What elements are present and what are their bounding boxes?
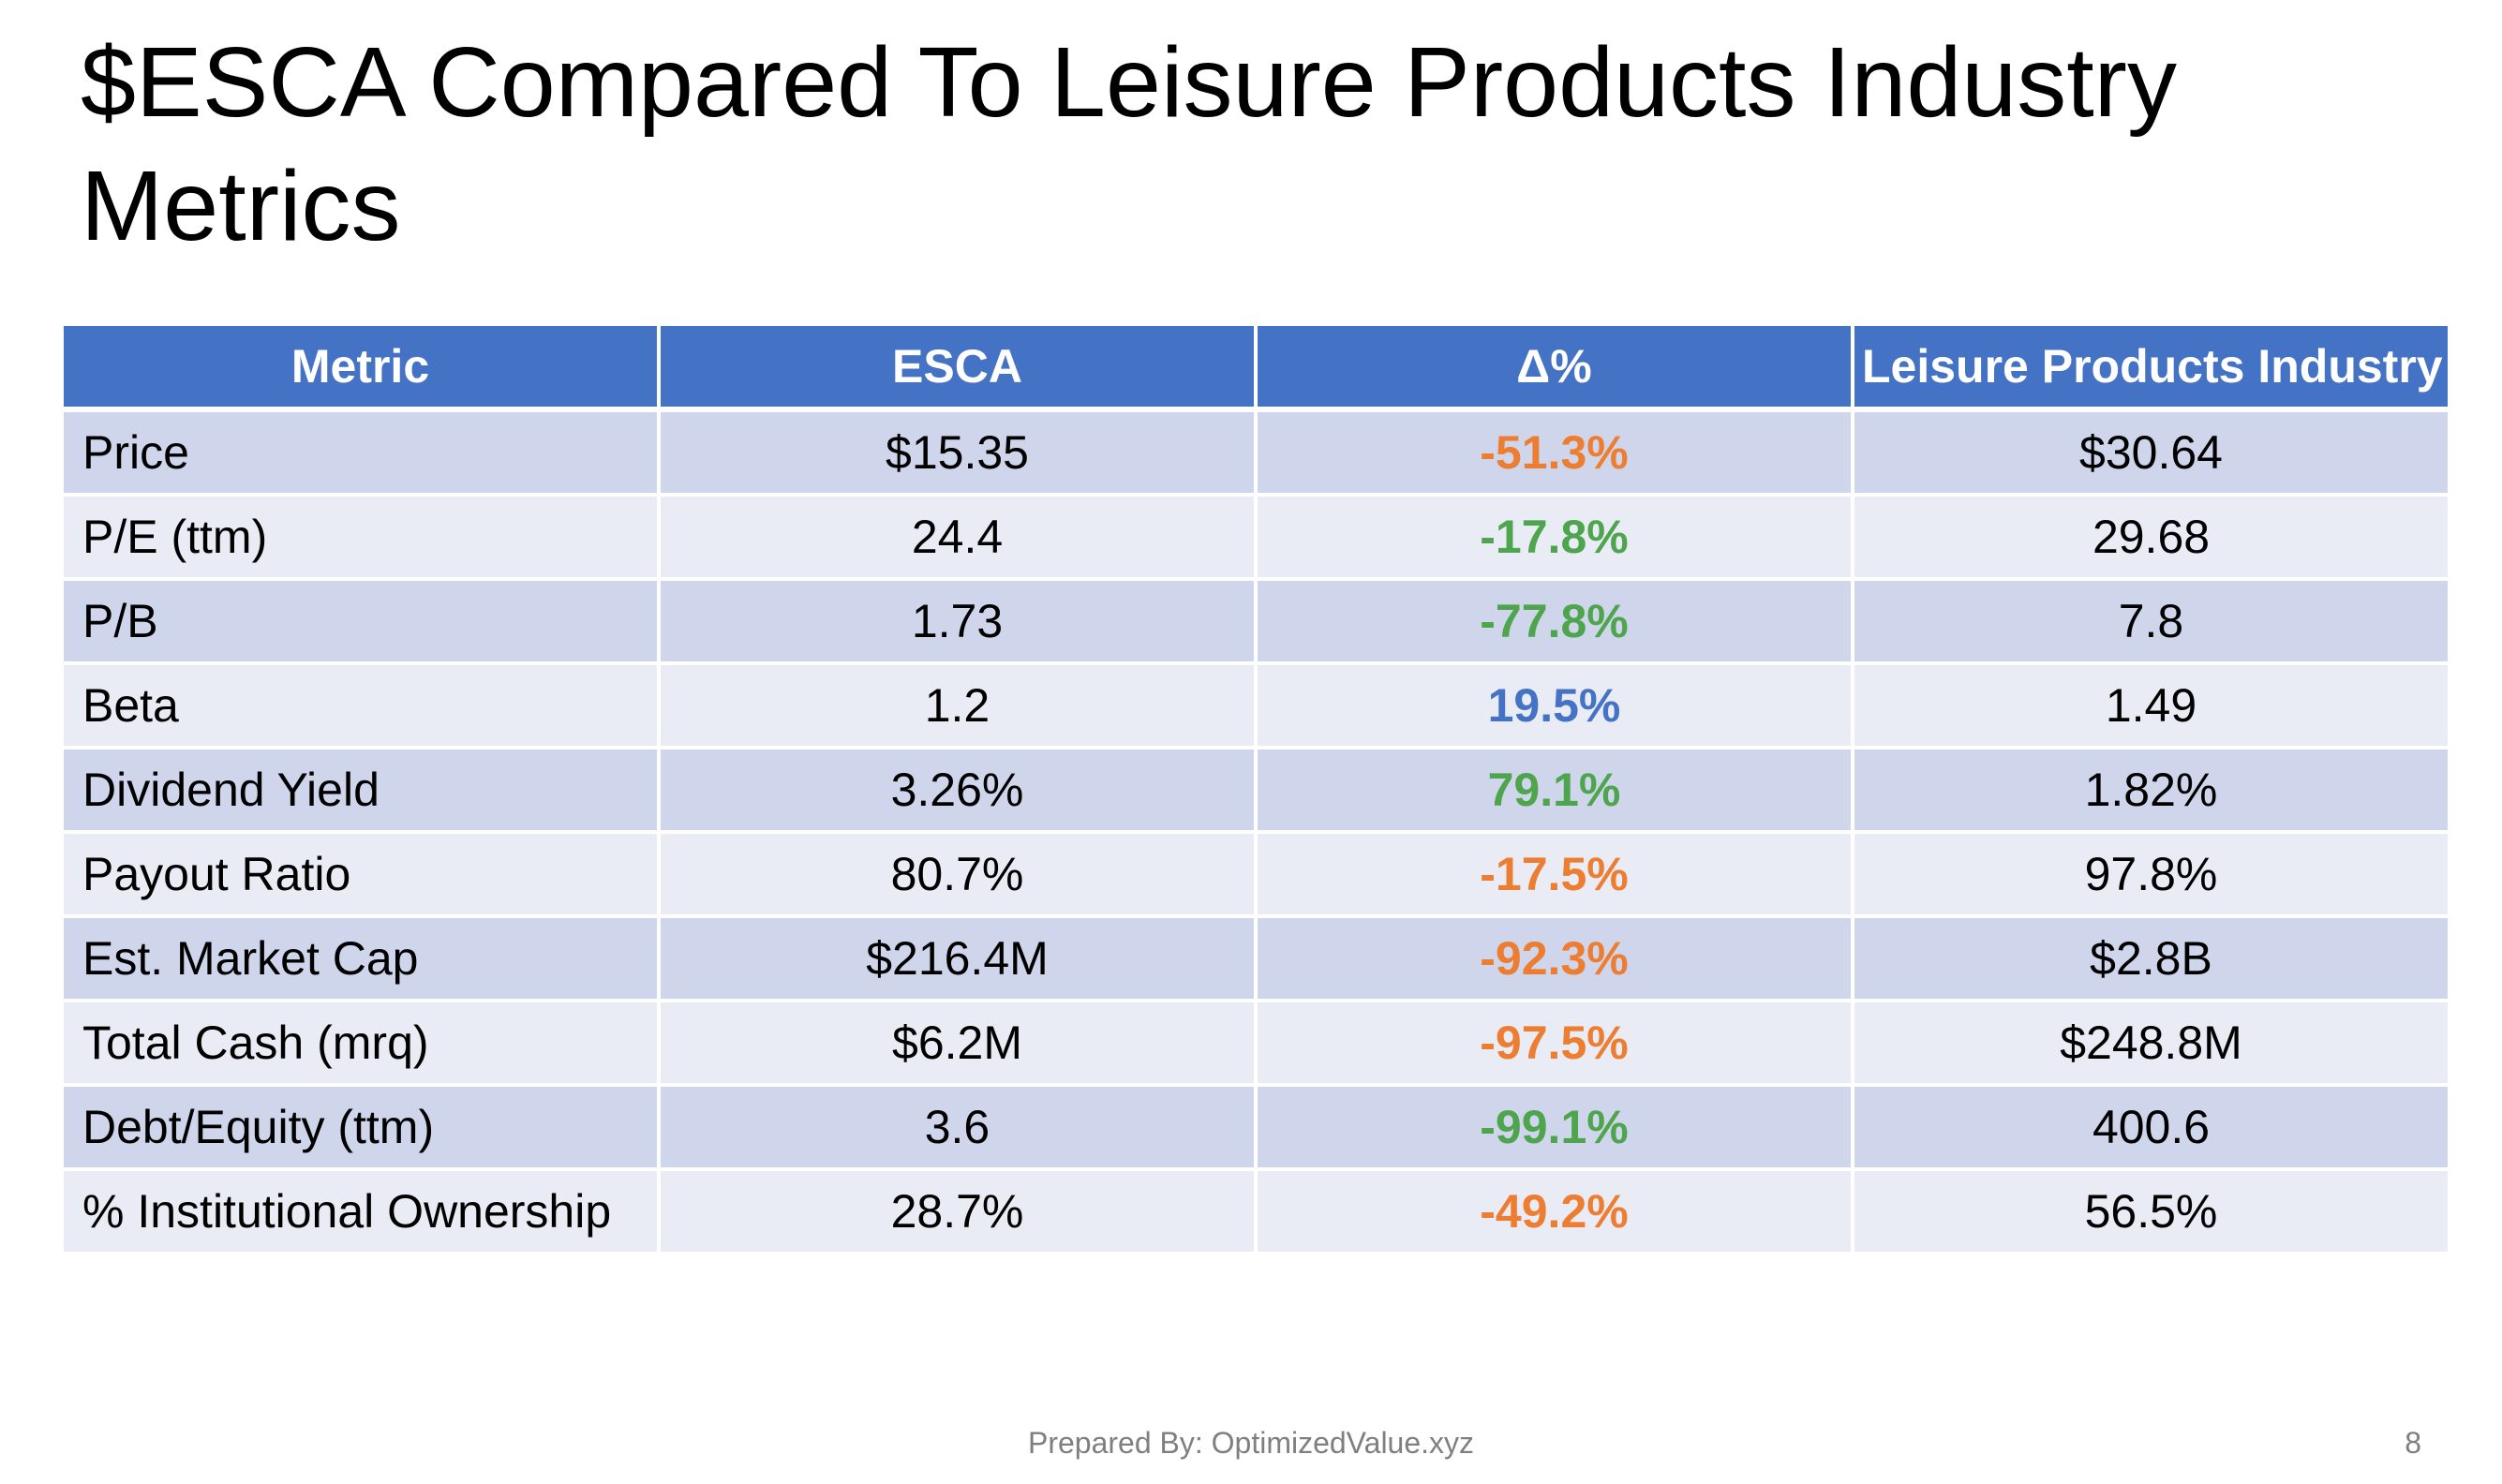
metric-name-cell: Dividend Yield	[60, 746, 661, 834]
delta-value-cell: -49.2%	[1254, 1167, 1854, 1255]
delta-value-cell: -99.1%	[1254, 1083, 1854, 1171]
industry-value-cell: $2.8B	[1851, 914, 2451, 1002]
esca-value-cell: $15.35	[657, 408, 1258, 497]
delta-value-cell: -92.3%	[1254, 914, 1854, 1002]
delta-value-cell: 19.5%	[1254, 661, 1854, 749]
metric-name-cell: Beta	[60, 661, 661, 749]
slide-title: $ESCA Compared To Leisure Products Indus…	[81, 27, 2177, 261]
table-row: Est. Market Cap $216.4M -92.3% $2.8B	[60, 914, 2451, 1002]
metric-name-cell: Price	[60, 408, 661, 497]
table-row: Total Cash (mrq) $6.2M -97.5% $248.8M	[60, 999, 2451, 1087]
metric-name-cell: P/B	[60, 577, 661, 665]
metric-name-cell: % Institutional Ownership	[60, 1167, 661, 1255]
metric-name-cell: Payout Ratio	[60, 830, 661, 918]
industry-value-cell: $248.8M	[1851, 999, 2451, 1087]
column-header-industry: Leisure Products Industry	[1851, 326, 2451, 412]
esca-value-cell: 28.7%	[657, 1167, 1258, 1255]
esca-value-cell: $6.2M	[657, 999, 1258, 1087]
table-body: Price $15.35 -51.3% $30.64 P/E (ttm) 24.4 -17.…	[60, 408, 2451, 1255]
esca-value-cell: 80.7%	[657, 830, 1258, 918]
table-row: Price $15.35 -51.3% $30.64	[60, 408, 2451, 497]
column-header-metric: Metric	[60, 326, 661, 412]
column-header-delta: Δ%	[1254, 326, 1854, 412]
table-row: Payout Ratio 80.7% -17.5% 97.8%	[60, 830, 2451, 918]
delta-value-cell: -97.5%	[1254, 999, 1854, 1087]
industry-value-cell: 7.8	[1851, 577, 2451, 665]
industry-value-cell: 29.68	[1851, 493, 2451, 581]
slide-number: 8	[2405, 1426, 2421, 1460]
table-row: Beta 1.2 19.5% 1.49	[60, 661, 2451, 749]
esca-value-cell: 24.4	[657, 493, 1258, 581]
table-row: P/E (ttm) 24.4 -17.8% 29.68	[60, 493, 2451, 581]
industry-value-cell: 1.82%	[1851, 746, 2451, 834]
delta-value-cell: 79.1%	[1254, 746, 1854, 834]
column-header-esca: ESCA	[657, 326, 1258, 412]
table-row: P/B 1.73 -77.8% 7.8	[60, 577, 2451, 665]
table-row: Dividend Yield 3.26% 79.1% 1.82%	[60, 746, 2451, 834]
metric-name-cell: Est. Market Cap	[60, 914, 661, 1002]
table-row: Debt/Equity (ttm) 3.6 -99.1% 400.6	[60, 1083, 2451, 1171]
industry-value-cell: $30.64	[1851, 408, 2451, 497]
metric-name-cell: Debt/Equity (ttm)	[60, 1083, 661, 1171]
delta-value-cell: -51.3%	[1254, 408, 1854, 497]
industry-value-cell: 97.8%	[1851, 830, 2451, 918]
industry-value-cell: 400.6	[1851, 1083, 2451, 1171]
esca-value-cell: 3.6	[657, 1083, 1258, 1171]
esca-value-cell: $216.4M	[657, 914, 1258, 1002]
esca-value-cell: 1.2	[657, 661, 1258, 749]
table-header-row: Metric ESCA Δ% Leisure Products Industry	[60, 326, 2451, 412]
industry-value-cell: 1.49	[1851, 661, 2451, 749]
metric-name-cell: P/E (ttm)	[60, 493, 661, 581]
delta-value-cell: -17.8%	[1254, 493, 1854, 581]
esca-value-cell: 1.73	[657, 577, 1258, 665]
metrics-comparison-table: Metric ESCA Δ% Leisure Products Industry…	[60, 326, 2451, 1255]
esca-value-cell: 3.26%	[657, 746, 1258, 834]
table-row: % Institutional Ownership 28.7% -49.2% 56.5…	[60, 1167, 2451, 1255]
delta-value-cell: -77.8%	[1254, 577, 1854, 665]
delta-value-cell: -17.5%	[1254, 830, 1854, 918]
industry-value-cell: 56.5%	[1851, 1167, 2451, 1255]
footer-prepared-by: Prepared By: OptimizedValue.xyz	[1027, 1426, 1475, 1460]
metric-name-cell: Total Cash (mrq)	[60, 999, 661, 1087]
